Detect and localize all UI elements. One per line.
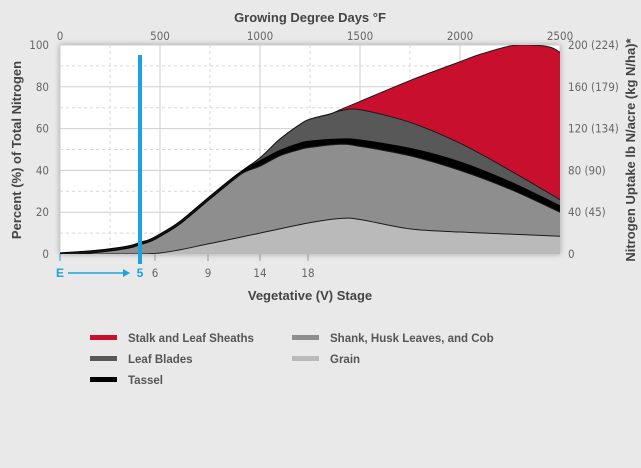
- bottom-tick-label: 14: [253, 266, 266, 280]
- bottom-tick-label: 9: [205, 266, 212, 280]
- right-tick-label: 80 (90): [568, 163, 606, 177]
- right-tick-label: 40 (45): [568, 205, 606, 219]
- legend-swatch-stalk-and-leaf-sheaths: [90, 335, 117, 340]
- legend-swatch-shank-husk-leaves-and-cob: [292, 335, 319, 340]
- legend-swatch-grain: [292, 356, 319, 361]
- top-axis-title: Growing Degree Days °F: [234, 10, 386, 25]
- bottom-tick-label: 6: [152, 266, 159, 280]
- bottom-tick-label: 5: [137, 266, 144, 280]
- top-tick-label: 1000: [247, 29, 273, 43]
- top-tick-label: 1500: [347, 29, 373, 43]
- legend-label-grain: Grain: [330, 354, 360, 366]
- right-axis-title: Nitrogen Uptake lb N/acre (kg N/ha)*: [623, 37, 638, 261]
- legend-label-leaf-blades: Leaf Blades: [128, 354, 193, 366]
- series-areas: [60, 45, 560, 254]
- legend-label-shank-husk-leaves-and-cob: Shank, Husk Leaves, and Cob: [330, 333, 494, 345]
- area-shank-husk-leaves-and-cob: [60, 144, 560, 254]
- legend: Stalk and Leaf Sheaths Leaf Blades Tassel S…: [90, 333, 494, 387]
- line-grain: [60, 217, 560, 254]
- top-axis-ticks: 0 500 1000 1500 2000 2500: [57, 29, 573, 43]
- bottom-tick-label: 18: [301, 266, 314, 280]
- legend-label-tassel: Tassel: [128, 375, 163, 387]
- left-tick-label: 20: [36, 205, 49, 219]
- bottom-axis-ticks: E 5 6 9 14 18: [56, 254, 315, 280]
- top-tick-label: 0: [57, 29, 64, 43]
- area-grain: [60, 218, 560, 254]
- left-axis-title: Percent (%) of Total Nitrogen: [9, 61, 24, 239]
- left-tick-label: 100: [29, 38, 49, 52]
- boundary-lines: [60, 45, 560, 254]
- legend-swatch-leaf-blades: [90, 356, 117, 361]
- line-shank-husk-leaves-and-cob: [60, 143, 560, 254]
- bottom-tick-label: E: [56, 266, 64, 280]
- e-to-5-arrow: [68, 269, 130, 277]
- left-axis-ticks: 0 20 40 60 80 100: [29, 38, 49, 261]
- bottom-axis-title: Vegetative (V) Stage: [248, 288, 372, 303]
- legend-swatch-tassel: [90, 377, 117, 382]
- top-tick-label: 2000: [447, 29, 473, 43]
- top-tick-label: 2500: [547, 29, 573, 43]
- legend-label-stalk-and-leaf-sheaths: Stalk and Leaf Sheaths: [128, 333, 254, 345]
- right-tick-label: 160 (179): [568, 80, 619, 94]
- left-tick-label: 0: [42, 247, 49, 261]
- left-tick-label: 40: [36, 163, 49, 177]
- right-tick-label: 120 (134): [568, 122, 619, 136]
- right-axis-ticks: 0 40 (45) 80 (90) 120 (134) 160 (179) 200 (22…: [568, 38, 619, 261]
- left-tick-label: 80: [36, 80, 49, 94]
- right-tick-label: 0: [568, 247, 575, 261]
- left-tick-label: 60: [36, 122, 49, 136]
- right-tick-label: 200 (224): [568, 38, 619, 52]
- top-tick-label: 500: [150, 29, 170, 43]
